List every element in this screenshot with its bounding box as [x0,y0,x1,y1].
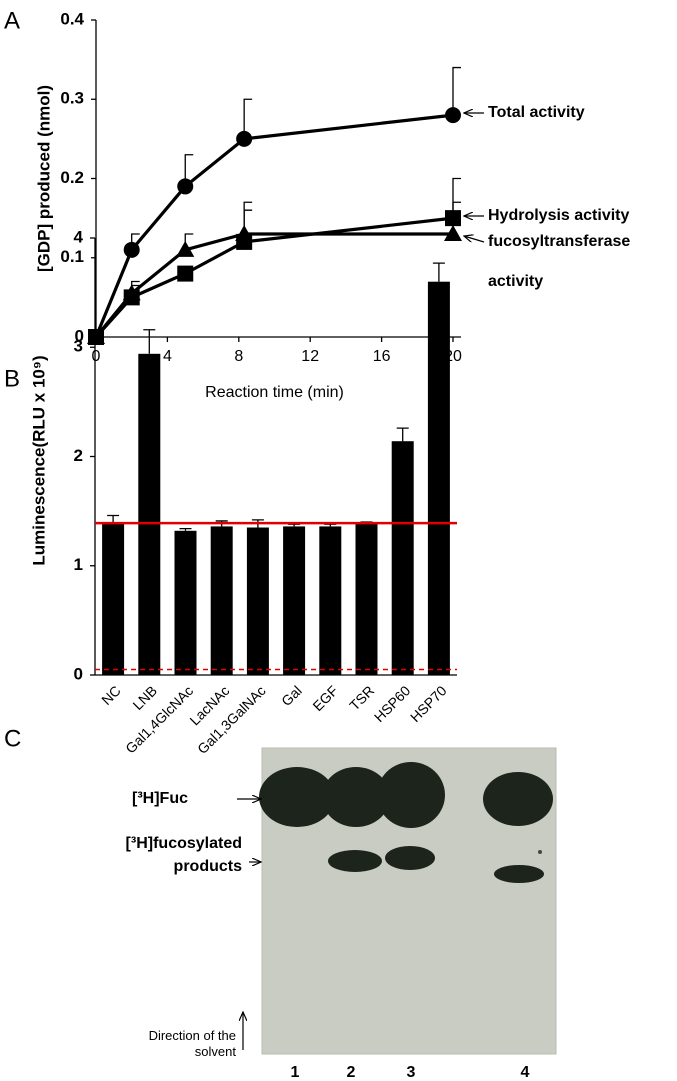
y-tick-label: 0.1 [60,247,84,266]
x-axis-label: Reaction time (min) [205,384,344,401]
series-line [94,232,453,339]
y-tick-label: 4 [74,227,84,246]
marker [445,107,461,124]
x-tick-label: Gal [278,682,305,709]
lane-label: 2 [347,1064,356,1081]
y-axis-label: [GDP] produced (nmol) [34,85,53,272]
marker [444,224,462,241]
y-tick-label: 0.3 [60,89,84,108]
bar [210,526,233,675]
legend-arrow [464,236,485,243]
error-bar [107,514,120,524]
error-bar [324,523,337,527]
direction-label-box: Direction of the solvent [148,1028,236,1059]
bar [138,353,161,675]
legend-label: fucosyltransferase activity [488,233,631,290]
bar [391,441,414,675]
lane-label: 3 [407,1064,416,1081]
error-bar [288,523,301,527]
error-bar [432,262,445,282]
x-tick-label: EGF [309,682,341,714]
error-bar [452,201,461,234]
error-bar [184,154,194,187]
marker [122,284,141,301]
y-tick-label: 2 [74,446,83,465]
error-bar [143,329,156,354]
x-tick-label: LNB [129,682,160,713]
bar [355,523,378,675]
panel-letter: B [4,365,20,392]
x-tick-label: 12 [301,348,319,365]
marker [177,265,194,282]
band-label: [³H]fucosylated products [125,835,242,875]
bar [246,527,269,675]
x-tick-label: NC [98,682,124,708]
x-tick-label: TSR [346,682,377,713]
bar [283,526,306,675]
error-bar [452,66,461,116]
bar [174,530,197,675]
bar [102,523,125,675]
x-tick-label: 4 [163,348,172,365]
legend-label: Total activity [488,104,585,121]
y-axis-label: Luminescence(RLU x 10⁹) [29,355,48,565]
x-tick-label: 0 [92,348,101,365]
bar [427,281,450,675]
bar [319,526,342,675]
y-tick-label: 0 [74,664,83,683]
x-tick-label: 8 [234,348,243,365]
series-line [94,113,454,338]
y-tick-label: 3 [74,337,83,356]
marker [177,178,194,195]
x-tick-label: HSP70 [407,682,450,725]
y-tick-label: 0.2 [60,168,84,187]
marker [123,241,140,258]
x-tick-label: 16 [373,348,391,365]
marker [236,130,253,147]
lane-label: 4 [521,1064,530,1081]
panel-letter: A [4,7,20,34]
panel-letter: C [4,725,21,752]
y-tick-label: 0.4 [60,9,84,28]
y-tick-label: 1 [74,555,83,574]
marker [176,240,195,257]
band-label: [³H]Fuc [132,790,188,807]
marker [235,224,254,241]
x-tick-label: HSP60 [371,682,414,725]
band-label-box: [³H]fucosylated products [125,835,242,875]
error-bar [179,527,192,531]
marker [87,328,105,344]
error-bar [396,427,409,442]
error-bar [243,201,253,234]
gel-image [259,747,557,1055]
direction-label: Direction of the solvent [148,1028,236,1059]
lane-label: 1 [291,1064,300,1081]
error-bar [243,98,253,139]
y-tick-label: 0 [75,326,84,345]
legend-label: Hydrolysis activity [488,207,630,224]
legend-label-box: fucosyltransferase activity [488,233,631,290]
